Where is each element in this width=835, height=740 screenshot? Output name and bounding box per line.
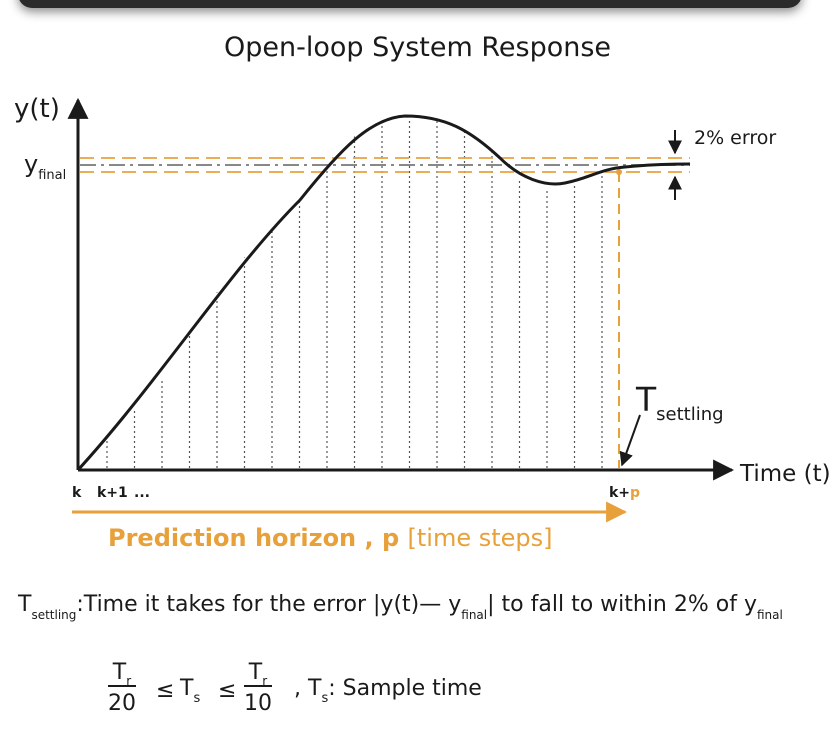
y-final-label: yfinal (24, 150, 67, 183)
x-axis-label: Time (t) (740, 461, 831, 487)
system-response-curve (76, 114, 691, 472)
leq-symbol-2: ≤ (218, 678, 237, 703)
fraction-left: Tr 20 (108, 660, 136, 716)
prediction-horizon-label: Prediction horizon , p [time steps] (108, 524, 553, 552)
settling-point (616, 169, 622, 175)
window-top-bar (18, 0, 802, 8)
settling-time-label: Tsettling (636, 380, 724, 425)
ts-symbol: Ts (180, 676, 201, 706)
leq-symbol-1: ≤ (156, 678, 175, 703)
chart-title: Open-loop System Response (223, 32, 612, 63)
sample-time-note: , Ts: Sample time (294, 676, 482, 706)
fraction-right: Tr 10 (244, 660, 272, 716)
tick-label-kp: k+p (609, 485, 641, 501)
y-axis-label: y(t) (14, 94, 60, 124)
tick-label-dots: ... (134, 485, 150, 501)
settling-definition: Tsettling:Time it takes for the error |y… (18, 592, 783, 622)
settling-pointer-line (619, 414, 641, 467)
tick-label-k1: k+1 (97, 485, 128, 501)
error-band-label: 2% error (694, 127, 777, 149)
tick-label-k: k (72, 485, 82, 501)
sample-time-gridlines (106, 118, 603, 468)
